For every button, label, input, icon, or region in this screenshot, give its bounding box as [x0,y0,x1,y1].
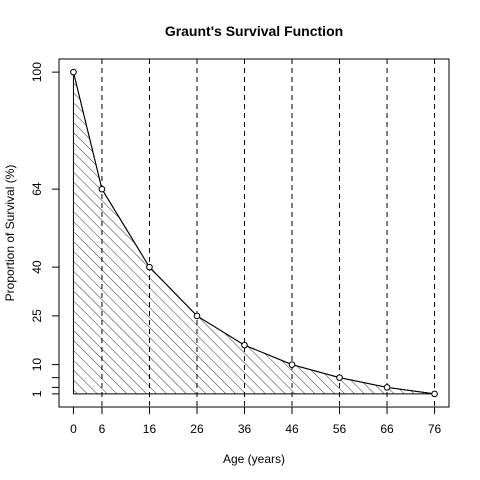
x-tick-label-6: 6 [99,422,106,436]
y-tick-label-100: 100 [30,62,44,82]
y-tick-label-1: 1 [30,390,44,397]
data-point-age-36 [241,341,248,349]
y-tick-label-25: 25 [30,309,44,323]
data-point-age-66 [383,384,391,391]
x-tick-label-26: 26 [190,422,204,436]
data-point-age-16 [146,263,153,271]
x-tick-label-36: 36 [238,422,252,436]
x-tick-label-0: 0 [70,422,77,436]
x-tick-label-46: 46 [285,422,299,436]
x-axis-label: Age (years) [223,452,285,466]
data-point-age-46 [288,361,296,368]
y-tick-label-10: 10 [30,358,44,372]
data-point-age-76 [431,390,438,398]
data-point-age-26 [193,312,201,320]
y-tick-label-64: 64 [30,182,44,196]
data-point-age-0 [70,68,77,76]
data-point-age-6 [98,185,106,193]
chart-title: Graunt's Survival Function [165,23,343,39]
data-point-age-56 [336,374,343,381]
survival-area [72,72,435,395]
y-axis-label: Proportion of Survival (%) [3,165,17,302]
x-tick-label-56: 56 [333,422,347,436]
x-tick-label-16: 16 [143,422,157,436]
y-axis: 1 10 25 40 64 100 [30,62,60,397]
x-axis: 0 6 16 26 36 46 56 66 76 [70,406,442,436]
x-tick-label-66: 66 [380,422,394,436]
x-tick-label-76: 76 [428,422,442,436]
y-tick-label-40: 40 [30,260,44,274]
plot-area [70,59,438,407]
